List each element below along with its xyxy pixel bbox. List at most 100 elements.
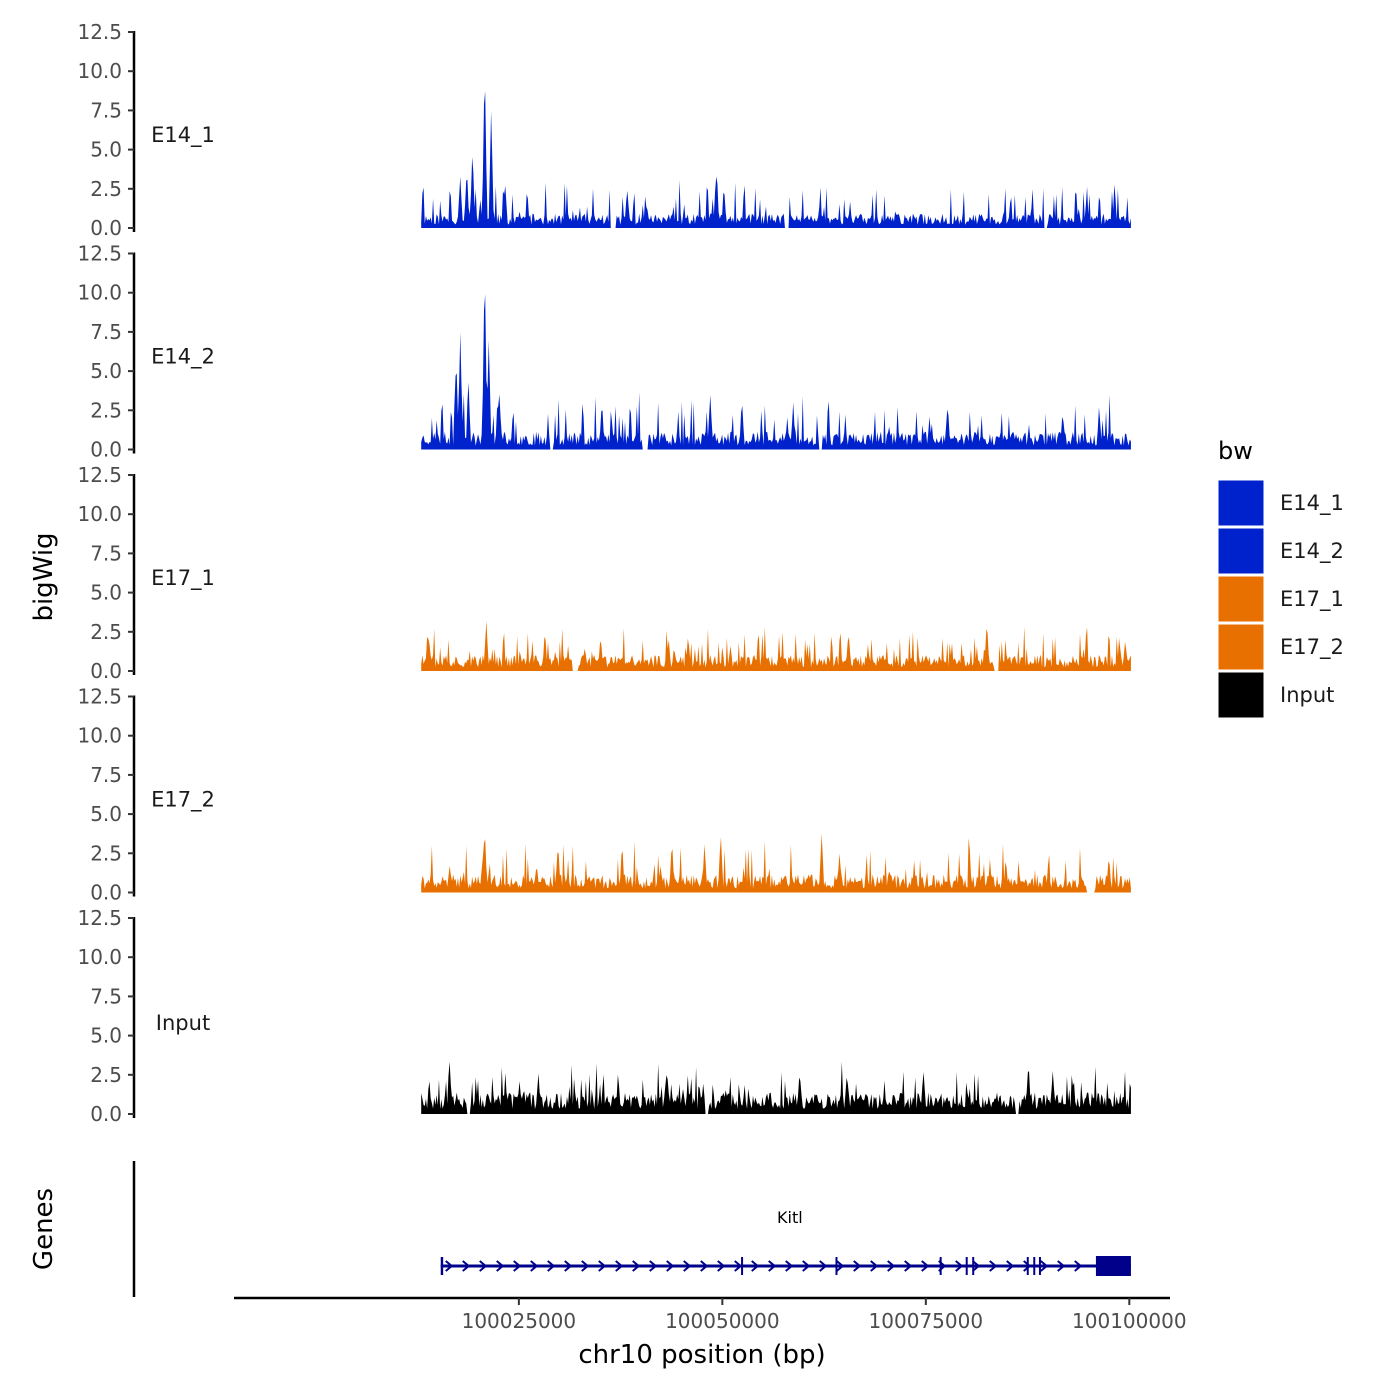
y-tick-label-E14_2: 10.0	[77, 281, 122, 305]
y-tick-label-E14_2: 0.0	[90, 438, 122, 462]
strand-arrow-icon	[547, 1260, 556, 1272]
x-axis: 100025000 100050000 100075000 100100000	[234, 1296, 1187, 1333]
signal-area-E17_1	[421, 620, 1131, 671]
strand-arrow-icon	[1006, 1260, 1015, 1272]
legend: bw E14_1 E14_2 E17_1 E17_2 Input	[1217, 437, 1344, 719]
track-E17_1: 0.0 2.5 5.0 7.5 10.0 12.5 E17_1	[77, 463, 1131, 683]
strand-arrow-icon	[598, 1260, 607, 1272]
legend-label-E14_2: E14_2	[1280, 539, 1344, 564]
strand-arrow-icon	[870, 1260, 879, 1272]
signal-tracks: 0.0 2.5 5.0 7.5 10.0 12.5 E14_1 0.0 2.5 5.0 7.5 10.…	[77, 20, 1131, 1126]
strand-arrow-icon	[1023, 1260, 1032, 1272]
strand-arrow-icon	[955, 1260, 964, 1272]
x-tick-label: 100075000	[869, 1309, 984, 1333]
legend-label-Input: Input	[1280, 683, 1334, 707]
strand-arrow-icon	[683, 1260, 692, 1272]
strand-arrow-icon	[819, 1260, 828, 1272]
legend-title: bw	[1218, 437, 1253, 465]
y-tick-label-E14_2: 12.5	[77, 242, 122, 266]
strand-arrow-icon	[972, 1260, 981, 1272]
track-E17_2: 0.0 2.5 5.0 7.5 10.0 12.5 E17_2	[77, 685, 1131, 905]
strand-arrow-icon	[479, 1260, 488, 1272]
track-E14_1: 0.0 2.5 5.0 7.5 10.0 12.5 E14_1	[77, 20, 1131, 240]
y-tick-label-E14_1: 2.5	[90, 177, 122, 201]
legend-label-E17_1: E17_1	[1280, 587, 1344, 612]
y-tick-label-E17_1: 2.5	[90, 620, 122, 644]
gene-exon	[440, 1257, 444, 1275]
track-Input: 0.0 2.5 5.0 7.5 10.0 12.5 Input	[77, 906, 1131, 1126]
strand-arrow-icon	[700, 1260, 709, 1272]
strand-arrow-icon	[1057, 1260, 1066, 1272]
strand-arrow-icon	[802, 1260, 811, 1272]
y-tick-label-Input: 0.0	[90, 1102, 122, 1126]
y-tick-label-E17_2: 0.0	[90, 881, 122, 905]
gene-exon	[1095, 1256, 1131, 1276]
y-tick-label-E14_1: 7.5	[90, 98, 122, 122]
y-tick-label-E17_1: 5.0	[90, 581, 122, 605]
legend-swatch-E14_2	[1217, 527, 1265, 575]
y-tick-label-E17_1: 7.5	[90, 541, 122, 565]
y-tick-label-Input: 2.5	[90, 1063, 122, 1087]
x-tick-label: 100050000	[665, 1309, 780, 1333]
gene-exon	[741, 1257, 744, 1275]
y-tick-label-E17_2: 2.5	[90, 841, 122, 865]
gene-exon	[972, 1257, 975, 1275]
strand-arrow-icon	[887, 1260, 896, 1272]
genes-panel: Kitl	[132, 1161, 1131, 1297]
strand-arrow-icon	[1040, 1260, 1049, 1272]
y-tick-label-E14_1: 12.5	[77, 20, 122, 44]
track-E14_2: 0.0 2.5 5.0 7.5 10.0 12.5 E14_2	[77, 242, 1131, 462]
track-label-E17_2: E17_2	[151, 788, 215, 813]
legend-swatch-E14_1	[1217, 479, 1265, 527]
signal-area-Input	[421, 1061, 1131, 1114]
legend-swatch-E17_2	[1217, 623, 1265, 671]
y-tick-label-E14_2: 5.0	[90, 359, 122, 383]
y-tick-label-Input: 10.0	[77, 945, 122, 969]
strand-arrow-icon	[632, 1260, 641, 1272]
y-tick-label-Input: 12.5	[77, 906, 122, 930]
x-tick-label: 100025000	[462, 1309, 577, 1333]
strand-arrow-icon	[853, 1260, 862, 1272]
strand-arrow-icon	[836, 1260, 845, 1272]
gene-name-label: Kitl	[777, 1208, 803, 1227]
y-tick-label-E14_1: 0.0	[90, 216, 122, 240]
strand-arrow-icon	[462, 1260, 471, 1272]
strand-arrow-icon	[717, 1260, 726, 1272]
strand-arrow-icon	[564, 1260, 573, 1272]
legend-swatch-E17_1	[1217, 575, 1265, 623]
track-label-E17_1: E17_1	[151, 566, 215, 591]
strand-arrow-icon	[666, 1260, 675, 1272]
signal-area-E14_2	[421, 294, 1131, 450]
gene-exon	[1038, 1257, 1041, 1275]
y-tick-label-E17_2: 7.5	[90, 763, 122, 787]
strand-arrow-icon	[734, 1260, 743, 1272]
legend-swatch-Input	[1217, 671, 1265, 719]
gene-exon	[835, 1257, 838, 1275]
strand-arrow-icon	[989, 1260, 998, 1272]
gene-exon	[1026, 1257, 1029, 1275]
y-tick-label-E14_1: 10.0	[77, 59, 122, 83]
strand-arrow-icon	[1074, 1260, 1083, 1272]
genes-axis-title: Genes	[29, 1188, 59, 1270]
gene-exon	[965, 1257, 968, 1275]
x-tick-label: 100100000	[1072, 1309, 1187, 1333]
y-tick-label-Input: 5.0	[90, 1024, 122, 1048]
y-axis-title: bigWig	[29, 532, 59, 621]
y-tick-label-E14_1: 5.0	[90, 138, 122, 162]
x-axis-title: chr10 position (bp)	[578, 1340, 825, 1370]
y-tick-label-E17_2: 12.5	[77, 685, 122, 709]
strand-arrow-icon	[904, 1260, 913, 1272]
legend-label-E14_1: E14_1	[1280, 491, 1344, 516]
track-label-E14_1: E14_1	[151, 123, 215, 148]
strand-arrow-icon	[513, 1260, 522, 1272]
legend-label-E17_2: E17_2	[1280, 635, 1344, 660]
gene-exon	[939, 1257, 942, 1275]
y-tick-label-E17_1: 10.0	[77, 502, 122, 526]
signal-area-E14_1	[421, 91, 1131, 228]
strand-arrow-icon	[785, 1260, 794, 1272]
strand-arrow-icon	[581, 1260, 590, 1272]
strand-arrow-icon	[530, 1260, 539, 1272]
y-tick-label-E14_2: 2.5	[90, 398, 122, 422]
